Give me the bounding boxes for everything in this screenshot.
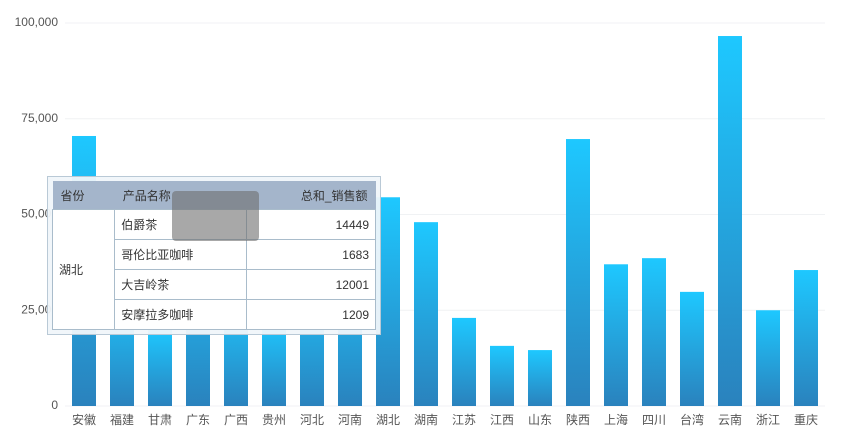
bar [718, 36, 742, 406]
product: 哥伦比亚咖啡 [114, 239, 248, 270]
x-tick-label: 河南 [338, 412, 362, 427]
sales: 14449 [246, 209, 376, 240]
bar [452, 317, 476, 406]
bar [414, 222, 438, 406]
x-tick-label: 重庆 [794, 413, 818, 427]
x-tick-label: 福建 [110, 412, 134, 427]
x-tick-label: 湖北 [376, 412, 400, 427]
bar [528, 350, 552, 406]
x-tick-label: 台湾 [680, 412, 704, 427]
bar [490, 345, 514, 406]
header: 总和_销售额 [246, 181, 376, 210]
sales: 1683 [246, 239, 376, 270]
x-tick-label: 河北 [300, 413, 324, 427]
product: 大吉岭茶 [114, 269, 248, 300]
x-tick-label: 安徽 [72, 412, 96, 427]
tooltip: 省份 产品名称 总和_销售额 湖北 伯爵茶 14449 哥伦比亚咖啡 1683 大吉岭茶 1… [47, 176, 381, 335]
x-tick-label: 湖南 [414, 412, 438, 427]
y-tick-label: 0 [51, 398, 58, 412]
x-tick-label: 山东 [528, 413, 552, 427]
x-tick-label: 江苏 [452, 413, 476, 427]
x-tick-label: 广西 [224, 413, 248, 427]
bar [642, 258, 666, 406]
sales: 1209 [246, 299, 376, 330]
bar [566, 139, 590, 406]
y-tick-label: 100,000 [15, 15, 59, 29]
x-tick-label: 云南 [718, 412, 742, 427]
y-tick-label: 75,000 [21, 111, 58, 125]
loading-overlay [172, 191, 259, 241]
province: 湖北 [51, 209, 116, 330]
x-tick-label: 四川 [642, 413, 666, 427]
bar [262, 321, 286, 406]
header: 省份 [52, 181, 115, 210]
bar [794, 270, 818, 406]
tooltip-table: 省份 产品名称 总和_销售额 湖北 伯爵茶 14449 哥伦比亚咖啡 1683 大吉岭茶 1… [51, 181, 376, 330]
sales: 12001 [246, 269, 376, 300]
x-tick-label: 陕西 [566, 412, 590, 427]
x-tick-label: 江西 [490, 413, 514, 427]
product: 安摩拉多咖啡 [114, 299, 248, 330]
bar [756, 310, 780, 406]
x-tick-label: 甘肃 [148, 413, 172, 427]
bar [148, 329, 172, 406]
x-tick-label: 上海 [604, 412, 628, 427]
x-tick-label: 浙江 [756, 413, 780, 427]
bar [604, 264, 628, 406]
x-tick-label: 贵州 [262, 413, 286, 427]
x-tick-label: 广东 [186, 413, 210, 427]
bar [680, 291, 704, 406]
